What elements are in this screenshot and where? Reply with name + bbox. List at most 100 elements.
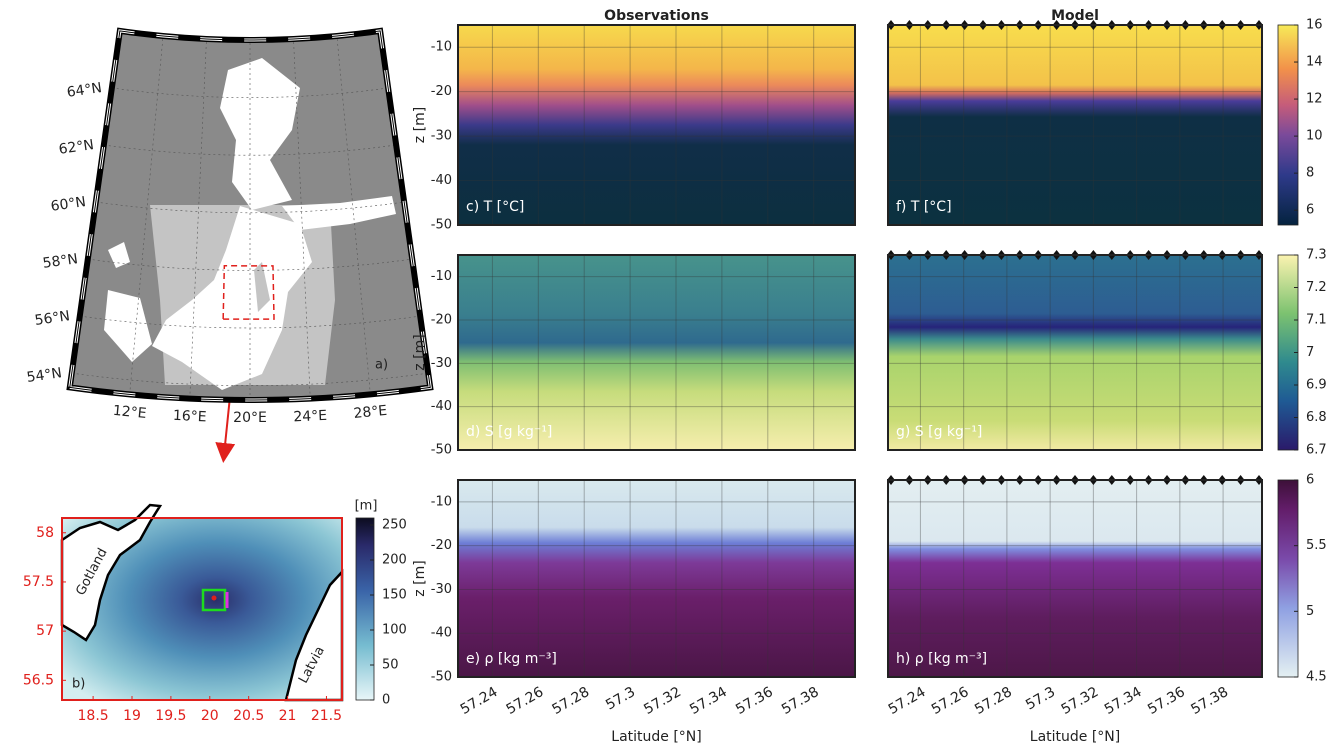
graticule-lat — [103, 144, 397, 156]
x-tick-label: 19.5 — [155, 708, 186, 724]
lat-label: 56°N — [34, 308, 71, 329]
axes-frame — [457, 254, 856, 451]
y-tick-label: 57 — [36, 623, 54, 639]
y-tick-label: -30 — [431, 582, 452, 597]
x-tick-label: 57.3 — [603, 684, 638, 713]
lat-label: 58°N — [42, 251, 79, 272]
colorbar-tick-label: 5 — [1306, 604, 1314, 619]
y-tick-label: -40 — [431, 173, 452, 188]
colorbar-tick-label: 6 — [1306, 473, 1314, 488]
sea — [282, 196, 396, 230]
colorbar-tick-label: 150 — [382, 588, 407, 603]
colorbar-tick-label: 8 — [1306, 166, 1314, 181]
colorbar — [355, 517, 375, 701]
colorbar-tick-label: 10 — [1306, 129, 1323, 144]
x-tick-label: 57.36 — [733, 684, 776, 718]
colorbar-title: [m] — [355, 499, 378, 514]
graticule-lon — [336, 35, 371, 395]
panel-label: a) — [375, 358, 388, 373]
sea — [152, 206, 312, 390]
field — [888, 255, 1262, 450]
y-tick-label: -50 — [431, 218, 452, 233]
colorbar-tick-label: 4.5 — [1306, 670, 1327, 685]
colorbar-tick-label: 7 — [1306, 345, 1314, 360]
y-tick-label: -10 — [431, 494, 452, 509]
y-tick-label: -30 — [431, 129, 452, 144]
colorbar-tick-label: 100 — [382, 623, 407, 638]
x-tick-label: 57.26 — [504, 684, 547, 718]
y-tick-label: 56.5 — [23, 672, 54, 688]
y-tick-label: -10 — [431, 40, 452, 55]
x-axis-label: Latitude [°N] — [611, 729, 701, 745]
field — [458, 480, 855, 677]
lon-label: 12°E — [112, 403, 147, 422]
panel-label: b) — [72, 677, 85, 692]
island — [254, 262, 270, 312]
x-tick-label: 57.28 — [972, 684, 1015, 718]
x-tick-label: 57.32 — [1059, 684, 1102, 718]
y-tick-label: -20 — [431, 313, 452, 328]
x-tick-label: 57.26 — [929, 684, 972, 718]
map-outline — [69, 30, 431, 401]
panel-label: d) S [g kg⁻¹] — [466, 424, 552, 440]
colorbar-tick-label: 200 — [382, 553, 407, 568]
gotland-coast — [60, 503, 163, 642]
x-tick-label: 57.32 — [641, 684, 684, 718]
lon-label: 16°E — [173, 408, 207, 426]
graticule-lon — [129, 35, 164, 395]
x-tick-label: 21.5 — [311, 708, 342, 724]
y-tick-label: -50 — [431, 443, 452, 458]
colorbar-tick-label: 14 — [1306, 55, 1323, 70]
colorbar-tick-label: 7.1 — [1306, 313, 1327, 328]
x-tick-label: 20 — [201, 708, 219, 724]
y-axis-label: z [m] — [412, 560, 428, 596]
panel-label: e) ρ [kg m⁻³] — [466, 651, 557, 667]
x-tick-label: 57.28 — [549, 684, 592, 718]
colorbar-tick-label: 250 — [382, 518, 407, 533]
panel-label: g) S [g kg⁻¹] — [896, 424, 982, 440]
x-tick-label: 57.38 — [779, 684, 822, 718]
mooring — [211, 595, 217, 601]
lat-label: 64°N — [66, 80, 103, 101]
inset-box — [222, 265, 275, 320]
colorbar — [1277, 479, 1299, 678]
x-tick-label: 57.24 — [886, 684, 929, 718]
y-tick-label: 58 — [36, 525, 54, 541]
lon-label: 20°E — [233, 410, 267, 426]
x-tick-label: 57.36 — [1145, 684, 1188, 718]
lon-label: 28°E — [353, 403, 388, 422]
x-tick-label: 20.5 — [233, 708, 264, 724]
y-tick-label: -10 — [431, 269, 452, 284]
y-tick-label: -20 — [431, 538, 452, 553]
panel-label: f) T [°C] — [896, 199, 952, 215]
graticule-lat — [95, 201, 405, 214]
y-tick-label: -40 — [431, 626, 452, 641]
colorbar-tick-label: 6.9 — [1306, 378, 1327, 393]
sea — [220, 58, 300, 210]
colorbar-tick-label: 0 — [382, 693, 390, 708]
lon-label: 24°E — [293, 408, 327, 426]
colorbar-tick-label: 12 — [1306, 92, 1323, 107]
lat-label: 54°N — [26, 365, 63, 386]
colorbar-tick-label: 5.5 — [1306, 538, 1327, 553]
panel-label: h) ρ [kg m⁻³] — [896, 651, 987, 667]
axes-frame — [457, 479, 856, 678]
field — [888, 480, 1262, 677]
inset-frame — [61, 517, 343, 701]
y-tick-label: -50 — [431, 670, 452, 685]
colorbar — [1277, 24, 1299, 226]
colorbar-tick-label: 6 — [1306, 203, 1314, 218]
graticule-lat — [111, 87, 389, 98]
graticule-lon — [189, 38, 207, 399]
x-tick-label: 57.24 — [458, 684, 501, 718]
lat-label: 62°N — [58, 137, 95, 158]
field — [458, 25, 855, 225]
x-tick-label: 19 — [123, 708, 141, 724]
study-area — [201, 588, 227, 612]
x-tick-label: 57.34 — [1102, 684, 1145, 718]
y-tick-label: -30 — [431, 356, 452, 371]
y-tick-label: -20 — [431, 84, 452, 99]
axes-frame — [457, 24, 856, 226]
